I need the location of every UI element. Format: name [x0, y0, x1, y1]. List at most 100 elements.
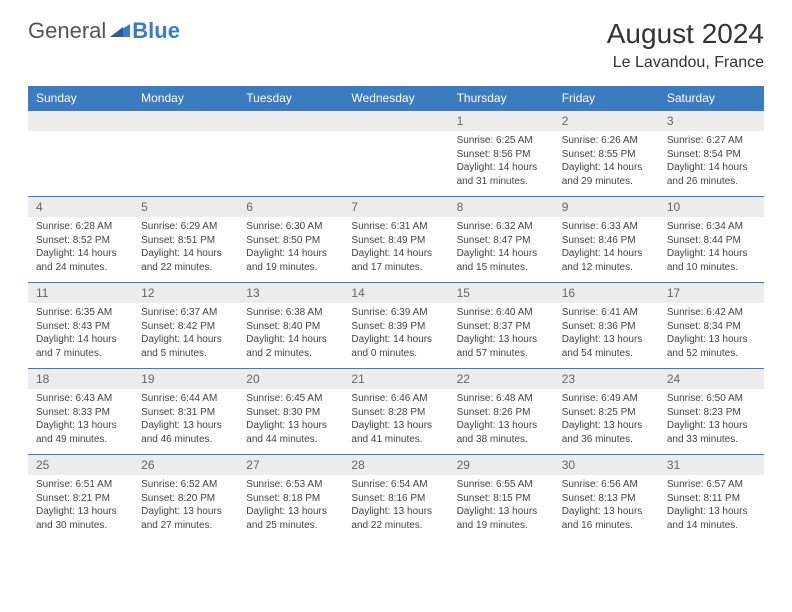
title-block: August 2024 Le Lavandou, France [607, 18, 764, 72]
day-body: Sunrise: 6:52 AMSunset: 8:20 PMDaylight:… [133, 475, 238, 534]
logo-text-general: General [28, 18, 106, 44]
day-body: Sunrise: 6:57 AMSunset: 8:11 PMDaylight:… [659, 475, 764, 534]
calendar-day-cell: 13Sunrise: 6:38 AMSunset: 8:40 PMDayligh… [238, 283, 343, 369]
sunset-line: Sunset: 8:47 PM [457, 234, 546, 248]
day-number: 13 [238, 283, 343, 303]
day-body: Sunrise: 6:25 AMSunset: 8:56 PMDaylight:… [449, 131, 554, 190]
day-body: Sunrise: 6:35 AMSunset: 8:43 PMDaylight:… [28, 303, 133, 362]
daylight-line: Daylight: 13 hours and 19 minutes. [457, 505, 546, 532]
day-body: Sunrise: 6:40 AMSunset: 8:37 PMDaylight:… [449, 303, 554, 362]
weekday-header: Thursday [449, 86, 554, 111]
sunset-line: Sunset: 8:52 PM [36, 234, 125, 248]
daylight-line: Daylight: 14 hours and 19 minutes. [246, 247, 335, 274]
day-number: 12 [133, 283, 238, 303]
calendar-day-cell [238, 111, 343, 197]
daylight-line: Daylight: 14 hours and 0 minutes. [351, 333, 440, 360]
day-body: Sunrise: 6:53 AMSunset: 8:18 PMDaylight:… [238, 475, 343, 534]
calendar-week-row: 18Sunrise: 6:43 AMSunset: 8:33 PMDayligh… [28, 369, 764, 455]
day-number: 23 [554, 369, 659, 389]
daylight-line: Daylight: 14 hours and 31 minutes. [457, 161, 546, 188]
sunrise-line: Sunrise: 6:50 AM [667, 392, 756, 406]
calendar-day-cell: 14Sunrise: 6:39 AMSunset: 8:39 PMDayligh… [343, 283, 448, 369]
sunset-line: Sunset: 8:25 PM [562, 406, 651, 420]
day-body: Sunrise: 6:32 AMSunset: 8:47 PMDaylight:… [449, 217, 554, 276]
daylight-line: Daylight: 14 hours and 17 minutes. [351, 247, 440, 274]
sunset-line: Sunset: 8:11 PM [667, 492, 756, 506]
sunrise-line: Sunrise: 6:40 AM [457, 306, 546, 320]
day-body: Sunrise: 6:26 AMSunset: 8:55 PMDaylight:… [554, 131, 659, 190]
daylight-line: Daylight: 14 hours and 5 minutes. [141, 333, 230, 360]
daylight-line: Daylight: 13 hours and 57 minutes. [457, 333, 546, 360]
day-number: 6 [238, 197, 343, 217]
sunset-line: Sunset: 8:15 PM [457, 492, 546, 506]
day-body: Sunrise: 6:55 AMSunset: 8:15 PMDaylight:… [449, 475, 554, 534]
day-body: Sunrise: 6:49 AMSunset: 8:25 PMDaylight:… [554, 389, 659, 448]
day-number: 3 [659, 111, 764, 131]
sunrise-line: Sunrise: 6:48 AM [457, 392, 546, 406]
sunset-line: Sunset: 8:46 PM [562, 234, 651, 248]
day-number: 30 [554, 455, 659, 475]
day-number: 31 [659, 455, 764, 475]
daylight-line: Daylight: 13 hours and 41 minutes. [351, 419, 440, 446]
calendar-table: Sunday Monday Tuesday Wednesday Thursday… [28, 86, 764, 541]
weekday-header: Sunday [28, 86, 133, 111]
logo-text-blue: Blue [132, 18, 180, 44]
day-body: Sunrise: 6:50 AMSunset: 8:23 PMDaylight:… [659, 389, 764, 448]
sunset-line: Sunset: 8:21 PM [36, 492, 125, 506]
day-number: 19 [133, 369, 238, 389]
sunset-line: Sunset: 8:42 PM [141, 320, 230, 334]
day-number: 28 [343, 455, 448, 475]
calendar-day-cell: 22Sunrise: 6:48 AMSunset: 8:26 PMDayligh… [449, 369, 554, 455]
weekday-header: Saturday [659, 86, 764, 111]
weekday-header: Wednesday [343, 86, 448, 111]
weekday-header-row: Sunday Monday Tuesday Wednesday Thursday… [28, 86, 764, 111]
day-number: 22 [449, 369, 554, 389]
day-number: 4 [28, 197, 133, 217]
calendar-body: 1Sunrise: 6:25 AMSunset: 8:56 PMDaylight… [28, 111, 764, 541]
daylight-line: Daylight: 14 hours and 10 minutes. [667, 247, 756, 274]
daylight-line: Daylight: 13 hours and 25 minutes. [246, 505, 335, 532]
day-number: 8 [449, 197, 554, 217]
sunrise-line: Sunrise: 6:38 AM [246, 306, 335, 320]
day-number-empty [343, 111, 448, 131]
daylight-line: Daylight: 13 hours and 52 minutes. [667, 333, 756, 360]
calendar-day-cell: 7Sunrise: 6:31 AMSunset: 8:49 PMDaylight… [343, 197, 448, 283]
daylight-line: Daylight: 14 hours and 24 minutes. [36, 247, 125, 274]
day-body: Sunrise: 6:38 AMSunset: 8:40 PMDaylight:… [238, 303, 343, 362]
calendar-week-row: 25Sunrise: 6:51 AMSunset: 8:21 PMDayligh… [28, 455, 764, 541]
daylight-line: Daylight: 14 hours and 22 minutes. [141, 247, 230, 274]
sunset-line: Sunset: 8:44 PM [667, 234, 756, 248]
day-body: Sunrise: 6:46 AMSunset: 8:28 PMDaylight:… [343, 389, 448, 448]
calendar-week-row: 1Sunrise: 6:25 AMSunset: 8:56 PMDaylight… [28, 111, 764, 197]
daylight-line: Daylight: 13 hours and 33 minutes. [667, 419, 756, 446]
sunrise-line: Sunrise: 6:39 AM [351, 306, 440, 320]
sunrise-line: Sunrise: 6:46 AM [351, 392, 440, 406]
sunrise-line: Sunrise: 6:49 AM [562, 392, 651, 406]
calendar-day-cell: 15Sunrise: 6:40 AMSunset: 8:37 PMDayligh… [449, 283, 554, 369]
day-number: 11 [28, 283, 133, 303]
sunrise-line: Sunrise: 6:26 AM [562, 134, 651, 148]
sunrise-line: Sunrise: 6:51 AM [36, 478, 125, 492]
day-number: 20 [238, 369, 343, 389]
sunset-line: Sunset: 8:18 PM [246, 492, 335, 506]
calendar-day-cell: 4Sunrise: 6:28 AMSunset: 8:52 PMDaylight… [28, 197, 133, 283]
daylight-line: Daylight: 14 hours and 2 minutes. [246, 333, 335, 360]
sunset-line: Sunset: 8:56 PM [457, 148, 546, 162]
day-body: Sunrise: 6:44 AMSunset: 8:31 PMDaylight:… [133, 389, 238, 448]
daylight-line: Daylight: 13 hours and 27 minutes. [141, 505, 230, 532]
calendar-day-cell: 5Sunrise: 6:29 AMSunset: 8:51 PMDaylight… [133, 197, 238, 283]
day-body: Sunrise: 6:29 AMSunset: 8:51 PMDaylight:… [133, 217, 238, 276]
calendar-week-row: 11Sunrise: 6:35 AMSunset: 8:43 PMDayligh… [28, 283, 764, 369]
sunset-line: Sunset: 8:31 PM [141, 406, 230, 420]
day-number: 1 [449, 111, 554, 131]
sunset-line: Sunset: 8:20 PM [141, 492, 230, 506]
calendar-day-cell: 16Sunrise: 6:41 AMSunset: 8:36 PMDayligh… [554, 283, 659, 369]
calendar-day-cell: 25Sunrise: 6:51 AMSunset: 8:21 PMDayligh… [28, 455, 133, 541]
sunrise-line: Sunrise: 6:28 AM [36, 220, 125, 234]
sunrise-line: Sunrise: 6:27 AM [667, 134, 756, 148]
month-title: August 2024 [607, 18, 764, 50]
sunrise-line: Sunrise: 6:34 AM [667, 220, 756, 234]
daylight-line: Daylight: 13 hours and 44 minutes. [246, 419, 335, 446]
day-body: Sunrise: 6:28 AMSunset: 8:52 PMDaylight:… [28, 217, 133, 276]
sunset-line: Sunset: 8:54 PM [667, 148, 756, 162]
